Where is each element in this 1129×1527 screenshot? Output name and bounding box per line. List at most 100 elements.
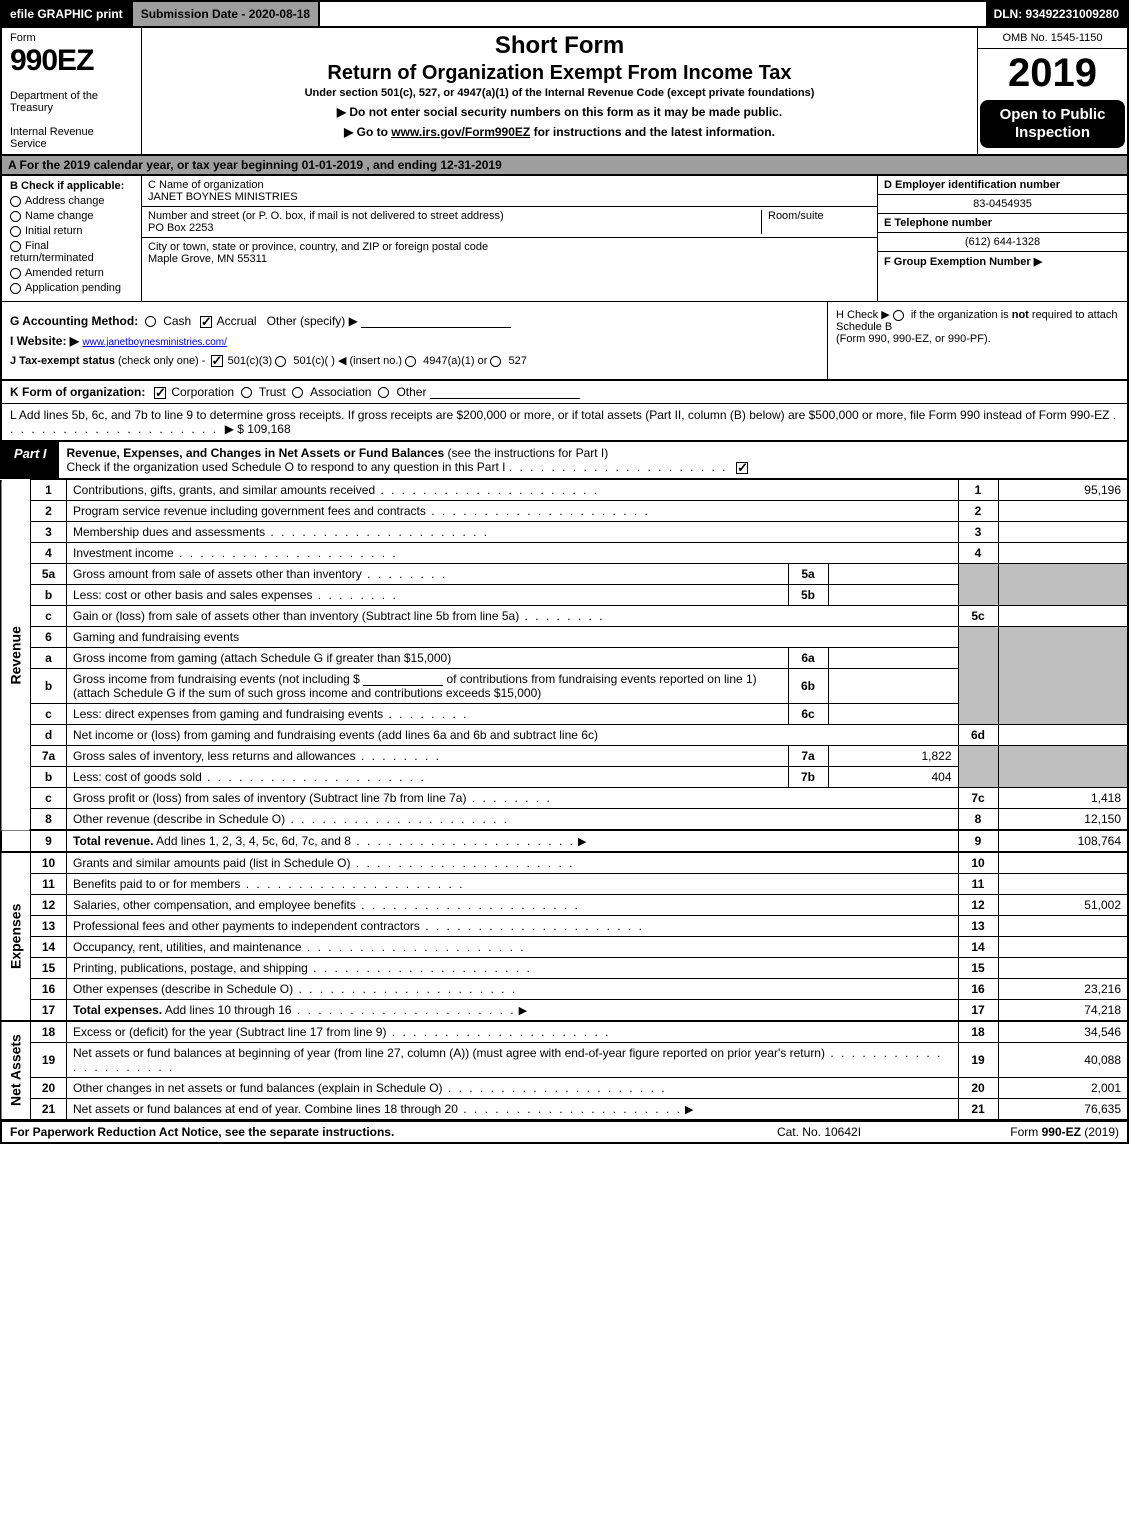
line-desc: Printing, publications, postage, and shi… (73, 961, 308, 975)
line-desc: Net assets or fund balances at beginning… (73, 1046, 825, 1060)
line-amount (998, 522, 1128, 543)
chk-4947[interactable] (405, 356, 416, 367)
chk-accrual[interactable] (200, 316, 212, 328)
sub-amount: 404 (828, 767, 958, 788)
sub-number: 7a (788, 746, 828, 767)
line-amount: 34,546 (998, 1021, 1128, 1043)
efile-print-button[interactable]: efile GRAPHIC print (2, 2, 133, 26)
form-subtitle: Under section 501(c), 527, or 4947(a)(1)… (146, 87, 973, 99)
line-amount (998, 937, 1128, 958)
chk-address-change[interactable]: Address change (10, 195, 133, 207)
line-amount: 12,150 (998, 809, 1128, 831)
line-number: 4 (31, 543, 67, 564)
line-number: c (31, 606, 67, 627)
shade-cell (958, 564, 998, 606)
ein-value: 83-0454935 (878, 195, 1127, 214)
part-1-check-line: Check if the organization used Schedule … (67, 460, 506, 474)
line-number: 12 (31, 895, 67, 916)
col-def: D Employer identification number 83-0454… (877, 176, 1127, 301)
other-specify-input[interactable] (361, 314, 511, 328)
line-number: 5a (31, 564, 67, 585)
chk-label: Initial return (25, 225, 82, 237)
line-num-col: 10 (958, 852, 998, 874)
sub-amount: 1,822 (828, 746, 958, 767)
instr2-pre: ▶ Go to (344, 125, 391, 139)
shade-cell (998, 564, 1128, 606)
line-num-col: 21 (958, 1099, 998, 1121)
line-11: 11 Benefits paid to or for members 11 (1, 874, 1128, 895)
footer-cat-no: Cat. No. 10642I (719, 1125, 919, 1139)
chk-corporation[interactable] (154, 387, 166, 399)
short-form-label: Short Form (146, 32, 973, 60)
chk-501c[interactable] (275, 356, 286, 367)
part-1-title-main: Revenue, Expenses, and Changes in Net As… (67, 446, 445, 460)
chk-label: Address change (25, 195, 105, 207)
line-amount: 76,635 (998, 1099, 1128, 1121)
sub-number: 7b (788, 767, 828, 788)
other-org-input[interactable] (430, 385, 580, 399)
website-link[interactable]: www.janetboynesministries.com/ (82, 337, 227, 348)
dept-treasury: Department of the Treasury (10, 90, 133, 114)
ein-label: D Employer identification number (878, 176, 1127, 195)
chk-schedule-o[interactable] (736, 462, 748, 474)
part-1-header: Part I Revenue, Expenses, and Changes in… (0, 442, 1129, 479)
line-amount: 108,764 (998, 830, 1128, 852)
chk-application-pending[interactable]: Application pending (10, 282, 133, 294)
g-label: G Accounting Method: (10, 314, 138, 328)
phone-value: (612) 644-1328 (878, 233, 1127, 252)
line-number: d (31, 725, 67, 746)
chk-cash[interactable] (145, 316, 156, 327)
line-num-col: 8 (958, 809, 998, 831)
line-amount: 2,001 (998, 1078, 1128, 1099)
irs-link[interactable]: www.irs.gov/Form990EZ (391, 125, 530, 139)
chk-association[interactable] (292, 387, 303, 398)
fundraising-amount-input[interactable] (363, 672, 443, 686)
chk-initial-return[interactable]: Initial return (10, 225, 133, 237)
chk-final-return[interactable]: Final return/terminated (10, 240, 133, 264)
form-word: Form (10, 32, 133, 44)
line-number: 16 (31, 979, 67, 1000)
line-desc: Net income or (loss) from gaming and fun… (73, 728, 598, 742)
col-b-checkboxes: B Check if applicable: Address change Na… (2, 176, 142, 301)
line-amount (998, 916, 1128, 937)
line-num-col: 4 (958, 543, 998, 564)
header-right: OMB No. 1545-1150 2019 Open to Public In… (977, 28, 1127, 154)
row-g: G Accounting Method: Cash Accrual Other … (10, 314, 819, 328)
city-label: City or town, state or province, country… (148, 241, 871, 253)
line-number: 3 (31, 522, 67, 543)
line-18: Net Assets 18 Excess or (deficit) for th… (1, 1021, 1128, 1043)
revenue-side-label: Revenue (1, 480, 31, 831)
line-number: b (31, 585, 67, 606)
line-amount (998, 606, 1128, 627)
chk-label: Name change (25, 210, 94, 222)
line-num-col: 16 (958, 979, 998, 1000)
line-13: 13 Professional fees and other payments … (1, 916, 1128, 937)
chk-trust[interactable] (241, 387, 252, 398)
chk-other-org[interactable] (378, 387, 389, 398)
row-h: H Check ▶ if the organization is not req… (827, 302, 1127, 379)
sub-amount (828, 564, 958, 585)
line-amount (998, 958, 1128, 979)
form-header: Form 990EZ Department of the Treasury In… (0, 28, 1129, 156)
chk-amended-return[interactable]: Amended return (10, 267, 133, 279)
line-num-col: 19 (958, 1043, 998, 1078)
line-num-col: 2 (958, 501, 998, 522)
line-num-col: 14 (958, 937, 998, 958)
chk-501c3[interactable] (211, 355, 223, 367)
line-num-col: 12 (958, 895, 998, 916)
line-desc: Gross profit or (loss) from sales of inv… (73, 791, 466, 805)
line-desc: Excess or (deficit) for the year (Subtra… (73, 1025, 386, 1039)
instr2-post: for instructions and the latest informat… (530, 125, 775, 139)
chk-schedule-b[interactable] (893, 310, 904, 321)
street-value: PO Box 2253 (148, 222, 755, 234)
tax-year: 2019 (978, 49, 1127, 98)
chk-name-change[interactable]: Name change (10, 210, 133, 222)
line-desc: Contributions, gifts, grants, and simila… (73, 483, 375, 497)
line-desc: Benefits paid to or for members (73, 877, 240, 891)
line-number: 6 (31, 627, 67, 648)
line-desc-1: Gross income from fundraising events (no… (73, 672, 360, 686)
line-desc: Program service revenue including govern… (73, 504, 426, 518)
line-amount: 40,088 (998, 1043, 1128, 1078)
chk-527[interactable] (490, 356, 501, 367)
chk-label: Amended return (25, 267, 104, 279)
